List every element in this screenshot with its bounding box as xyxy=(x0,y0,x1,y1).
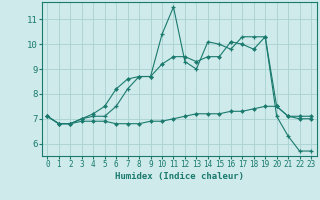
X-axis label: Humidex (Indice chaleur): Humidex (Indice chaleur) xyxy=(115,172,244,181)
